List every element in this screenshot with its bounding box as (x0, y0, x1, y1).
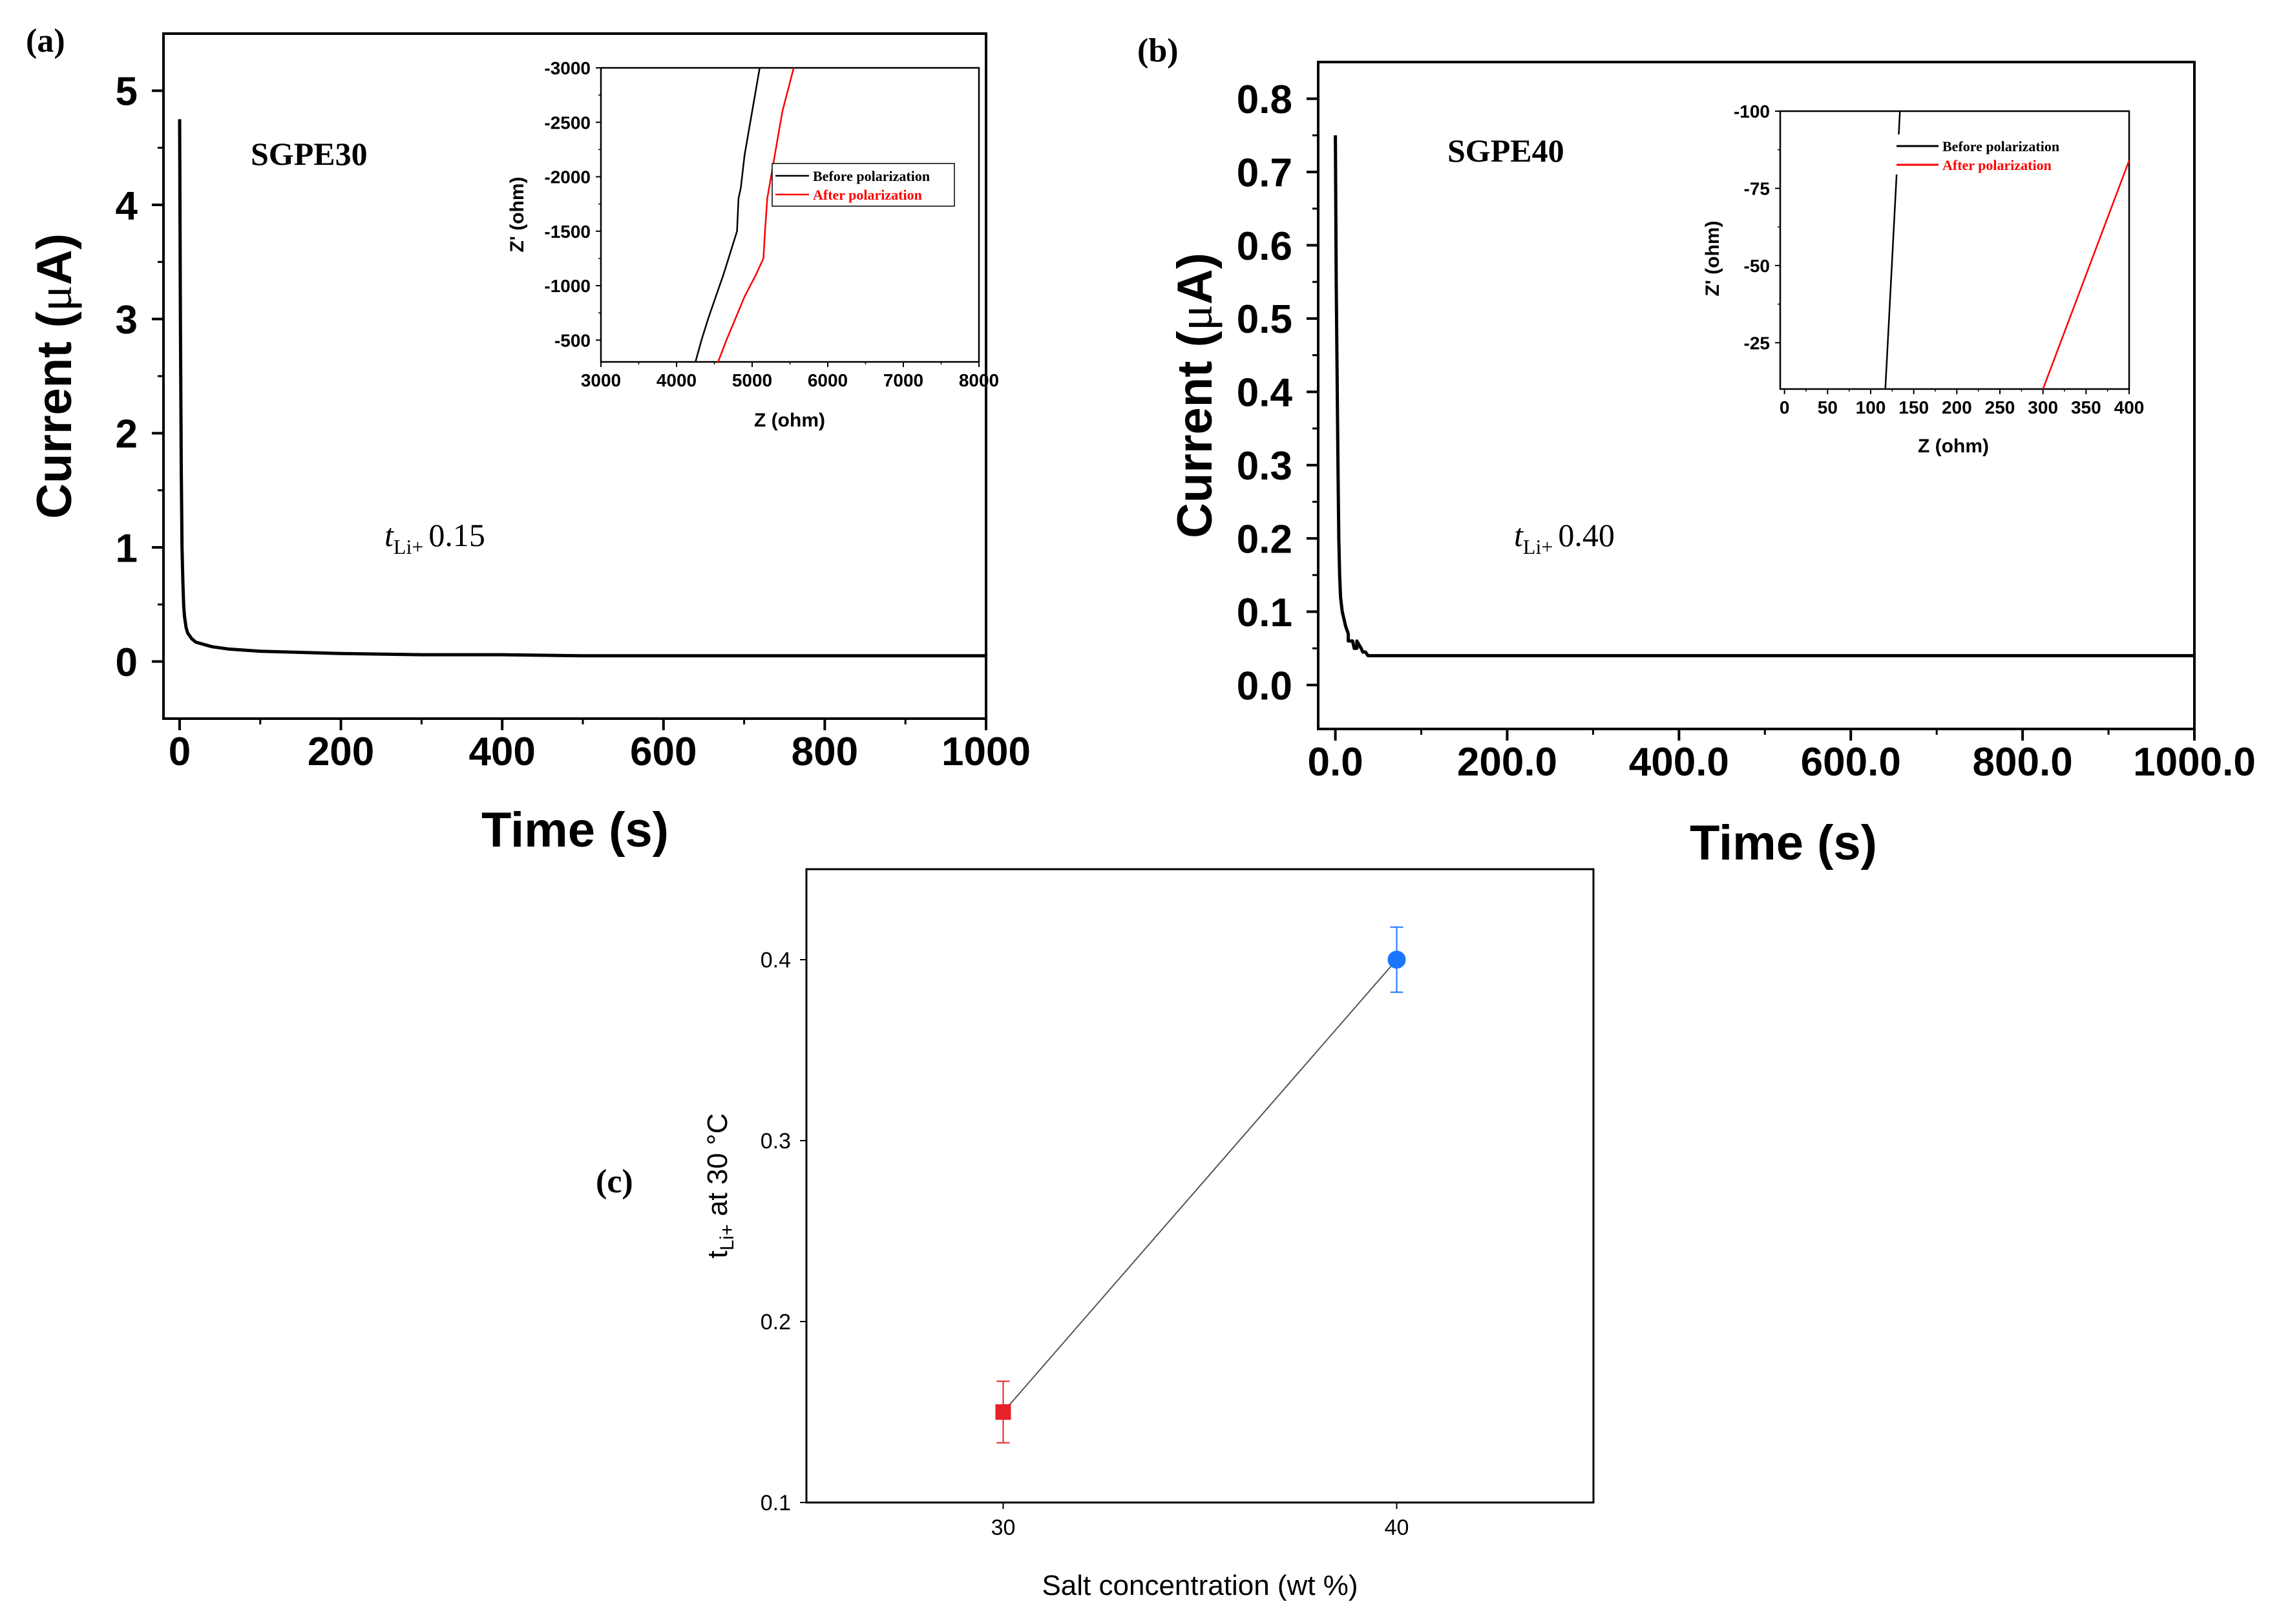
a-main-xtick-label: 1000 (941, 730, 1031, 774)
a-inset-frame (600, 67, 980, 363)
b-sample-label: SGPE40 (1447, 132, 1564, 169)
b-inset-xtick-label: 400 (2114, 397, 2145, 417)
a-inset-series-0-line (695, 67, 761, 363)
c-ytick-label: 0.1 (761, 1491, 791, 1515)
b-inset-legend-box (1893, 134, 2113, 174)
panel-a: 0 200 400 600 800 1000 0 1 2 3 4 5 Time (s) Current… (27, 32, 1031, 858)
b-inset-xtick-label: 350 (2071, 397, 2101, 417)
b-main-xtick-label: 0.0 (1307, 740, 1363, 785)
c-frame (805, 868, 1595, 1504)
a-inset-xlabel: Z (ohm) (754, 410, 825, 431)
a-sample-label: SGPE30 (251, 136, 368, 172)
a-main-xtick-label: 600 (630, 730, 697, 774)
b-main-ytick-label: 0.3 (1237, 444, 1292, 489)
b-inset-xtick-label: 200 (1942, 397, 1972, 417)
b-inset-xtick-label: 0 (1780, 397, 1790, 417)
b-inset-xtick-label: 100 (1856, 397, 1886, 417)
a-main-ytick-label: 2 (116, 412, 138, 457)
a-inset-xtick-label: 7000 (883, 370, 923, 390)
b-main-ytick-label: 0.7 (1237, 151, 1292, 195)
a-inset-ytick-label: -3000 (544, 58, 591, 78)
b-main-series-0-line (1334, 135, 2194, 658)
b-inset-ytick-label: -75 (1744, 179, 1770, 199)
b-inset-xlabel: Z (ohm) (1918, 436, 1989, 457)
b-main-xtick-label: 800.0 (1973, 740, 2073, 785)
b-inset-ylabel: Z' (ohm) (1702, 220, 1723, 296)
c-ytick-label: 0.2 (761, 1310, 791, 1334)
b-main-ytick-label: 0.0 (1237, 664, 1292, 708)
panel-b-letter: (b) (1137, 32, 1179, 69)
b-main-xtick-label: 200.0 (1457, 740, 1557, 785)
b-main-ytick-label: 0.5 (1237, 297, 1292, 342)
a-main-ytick-label: 0 (116, 640, 138, 685)
b-main-ytick-label: 0.8 (1237, 78, 1292, 122)
a-inset-legend-before: Before polarization (813, 168, 930, 184)
a-inset-ytick-label: -500 (554, 330, 591, 350)
panel-c: 30 40 0.1 0.2 0.3 0.4 Salt concentration (wt … (702, 868, 1595, 1601)
b-inset-xtick-label: 250 (1985, 397, 2015, 417)
a-main-ylabel: Current (μA) (27, 233, 82, 519)
b-inset-ytick-label: -50 (1744, 256, 1770, 276)
a-inset-legend-after: After polarization (813, 187, 922, 203)
a-inset-legend-box (772, 163, 955, 207)
b-main-xtick-label: 400.0 (1629, 740, 1729, 785)
c-ytick-label: 0.4 (761, 948, 791, 973)
a-inset-ylabel: Z' (ohm) (507, 176, 528, 252)
a-transference-label: tLi+ 0.15 (384, 517, 485, 558)
c-point-0 (995, 1404, 1011, 1420)
b-main-frame (1317, 61, 2196, 730)
c-point-1 (1387, 951, 1406, 969)
panel-b: 0.0 200.0 400.0 600.0 800.0 1000.0 0.0 0.1 0.2 0.… (1168, 61, 2256, 870)
b-main-ylabel: Current (μA) (1168, 253, 1223, 538)
a-inset-series-1-line (717, 67, 795, 363)
a-main-xtick-label: 0 (169, 730, 191, 774)
c-xtick-label: 40 (1385, 1515, 1409, 1540)
a-inset-xtick-label: 8000 (959, 370, 999, 390)
a-main-ytick-label: 4 (116, 184, 138, 228)
a-main-ytick-label: 3 (116, 298, 138, 343)
a-inset-xtick-label: 3000 (581, 370, 621, 390)
b-main-xtick-label: 1000.0 (2133, 740, 2256, 785)
a-main-series-0-line (178, 119, 986, 658)
a-main-xtick-label: 200 (308, 730, 374, 774)
b-main-ytick-label: 0.2 (1237, 517, 1292, 562)
a-inset-ytick-label: -2500 (544, 112, 591, 132)
panel-c-letter: (c) (596, 1163, 633, 1200)
b-main-ytick-label: 0.6 (1237, 224, 1292, 269)
a-main-xtick-label: 400 (468, 730, 535, 774)
b-inset-xtick-label: 300 (2028, 397, 2058, 417)
a-inset-ytick-label: -2000 (544, 167, 591, 187)
b-inset-legend-after: After polarization (1942, 157, 2052, 173)
a-inset-ytick-label: -1000 (544, 276, 591, 296)
b-main-ytick-label: 0.4 (1237, 371, 1293, 416)
a-inset-xtick-label: 6000 (808, 370, 848, 390)
b-inset-legend: Before polarization After polarization (1893, 134, 2113, 174)
b-inset-ytick-label: -25 (1744, 333, 1770, 353)
c-connector-line (1002, 959, 1398, 1413)
c-xtick-label: 30 (991, 1515, 1016, 1540)
a-inset-legend: Before polarization After polarization (772, 163, 955, 207)
b-inset-ytick-label: -100 (1734, 101, 1770, 121)
b-inset-legend-before: Before polarization (1942, 138, 2059, 154)
a-main-xlabel: Time (s) (481, 803, 669, 858)
b-inset-series-1-line (2042, 160, 2130, 390)
a-main-ytick-label: 1 (116, 526, 138, 571)
c-ytick-label: 0.3 (761, 1129, 791, 1154)
c-xlabel: Salt concentration (wt %) (1042, 1570, 1358, 1601)
a-main-xtick-label: 800 (792, 730, 858, 774)
a-inset-xtick-label: 5000 (732, 370, 772, 390)
b-transference-label: tLi+ 0.40 (1514, 517, 1615, 558)
panel-a-letter: (a) (26, 23, 65, 59)
a-inset-ytick-label: -1500 (544, 222, 591, 242)
b-inset-xtick-label: 50 (1818, 397, 1838, 417)
b-inset-xtick-label: 150 (1898, 397, 1929, 417)
c-ylabel: tLi+ at 30 °C (702, 1113, 738, 1259)
b-main-xtick-label: 600.0 (1801, 740, 1901, 785)
a-main-ytick-label: 5 (116, 70, 138, 114)
b-main-xlabel: Time (s) (1690, 816, 1877, 870)
b-main-ytick-label: 0.1 (1237, 591, 1292, 635)
a-inset-xtick-label: 4000 (657, 370, 697, 390)
